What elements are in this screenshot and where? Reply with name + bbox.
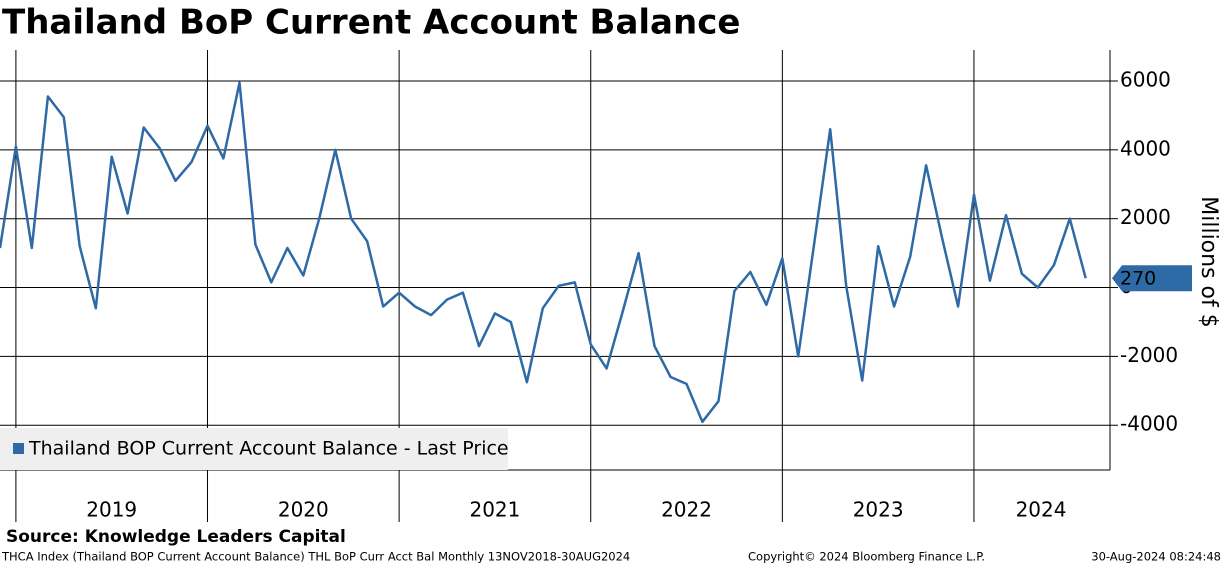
y-tick-label: 2000: [1120, 205, 1171, 229]
x-tick-label: 2024: [1016, 498, 1067, 522]
x-tick-label: 2020: [278, 498, 329, 522]
footer-left: THCA Index (Thailand BOP Current Account…: [1, 550, 630, 564]
footer-copyright: Copyright© 2024 Bloomberg Finance L.P.: [748, 550, 985, 564]
legend-box: [0, 428, 508, 470]
x-tick-label: 2021: [469, 498, 520, 522]
y-tick-label: 6000: [1120, 67, 1171, 91]
source: Source: Knowledge Leaders Capital: [6, 527, 346, 547]
last-value-label: 270: [1120, 268, 1156, 290]
y-axis-label: Millions of $: [1196, 196, 1221, 327]
x-tick-label: 2023: [853, 498, 904, 522]
legend-swatch: [13, 443, 24, 454]
y-tick-label: -2000: [1120, 343, 1178, 367]
x-tick-label: 2022: [661, 498, 712, 522]
last-value-tag: [1112, 265, 1192, 292]
y-tick-label: 4000: [1120, 136, 1171, 160]
data-line: [0, 81, 1087, 424]
chart-title: Thailand BoP Current Account Balance: [2, 3, 740, 43]
footer-date: 30-Aug-2024 08:24:48: [1091, 550, 1221, 564]
y-tick-label: -4000: [1120, 412, 1178, 436]
legend-label: Thailand BOP Current Account Balance - L…: [28, 438, 509, 460]
x-tick-label: 2019: [86, 498, 137, 522]
